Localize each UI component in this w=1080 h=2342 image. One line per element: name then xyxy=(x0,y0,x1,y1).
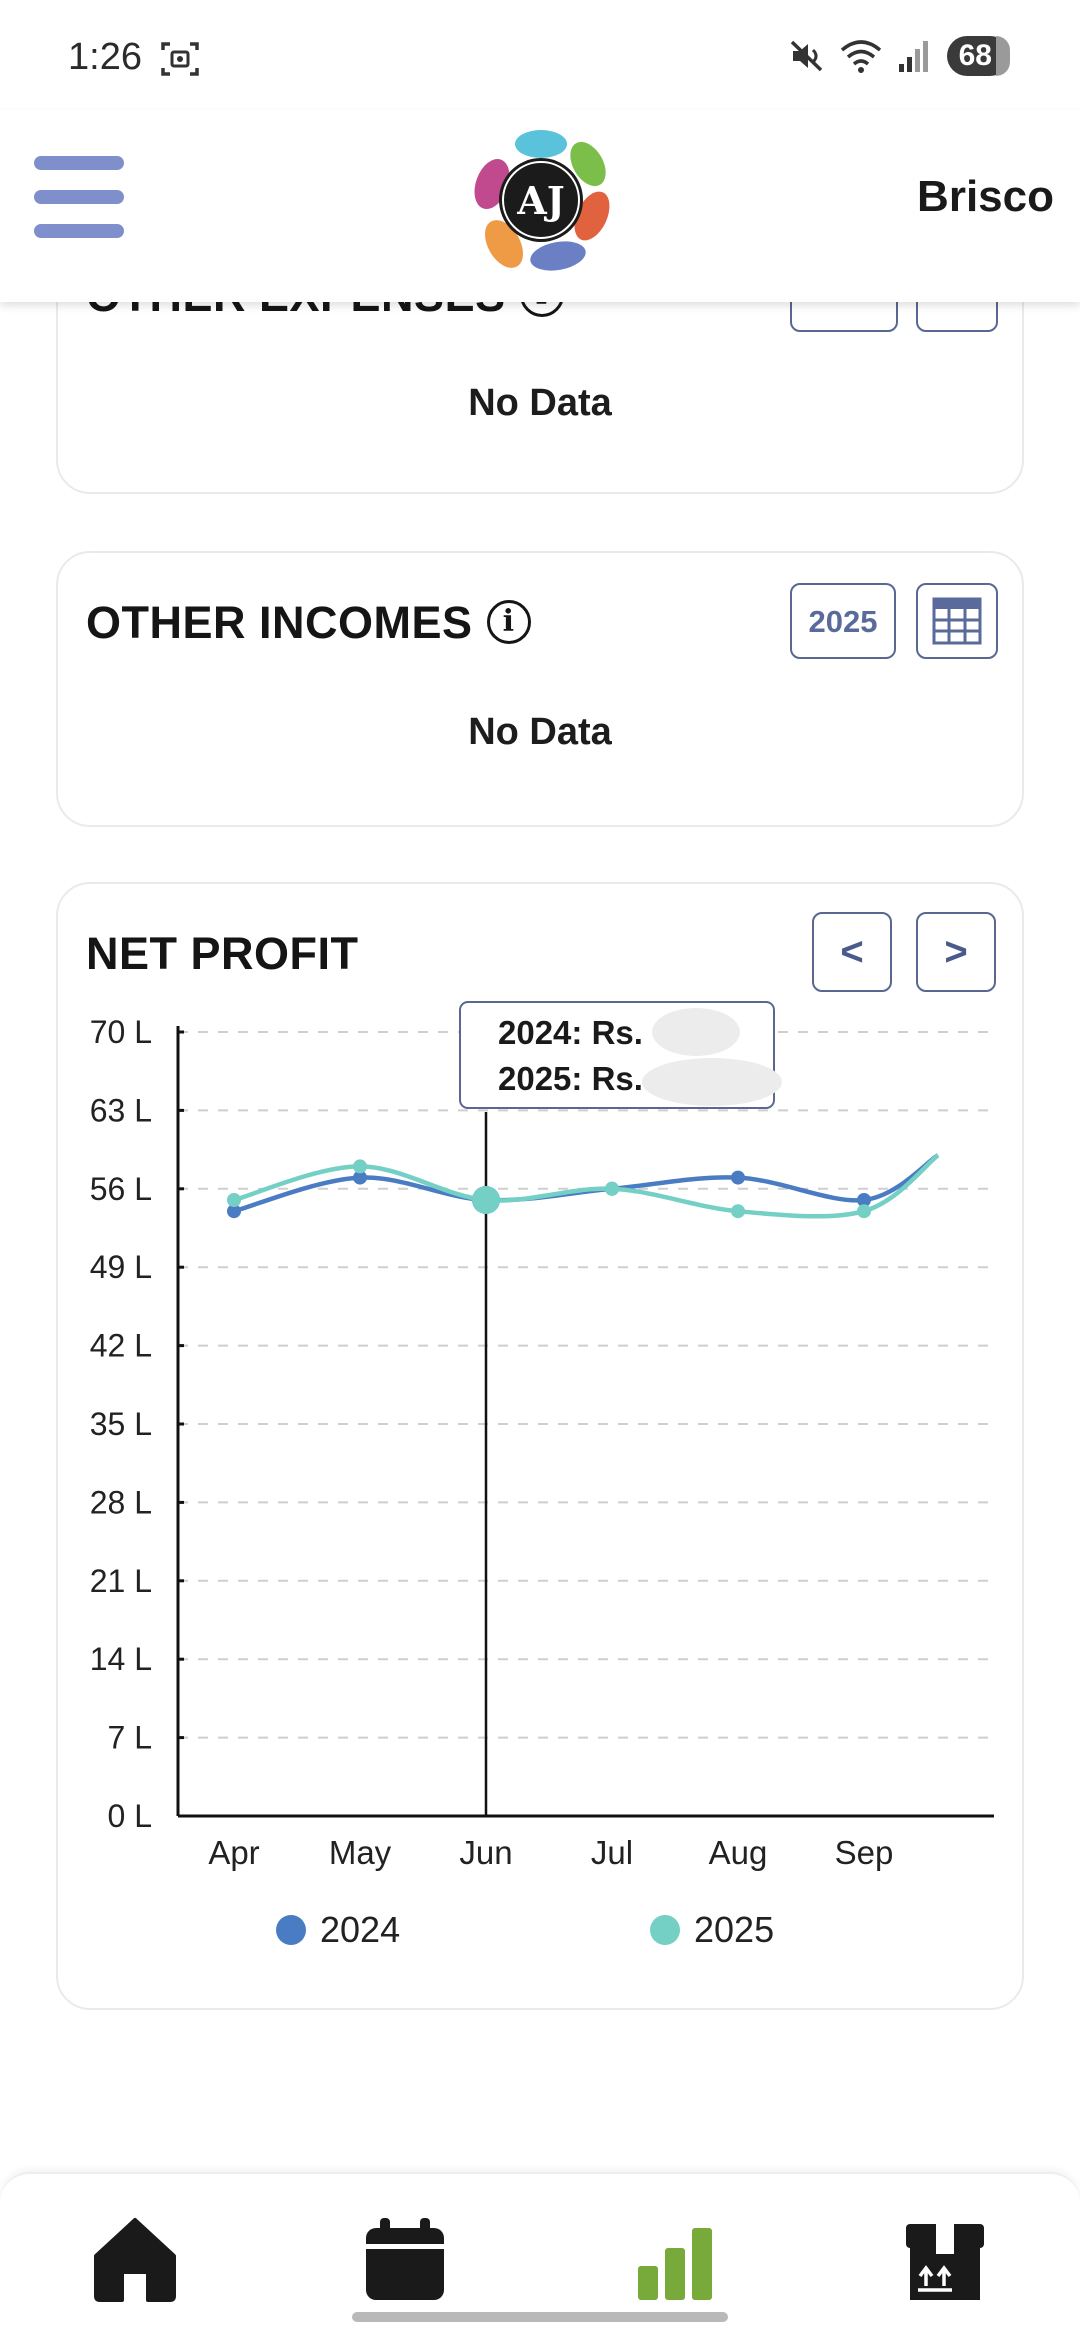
tooltip-line-2024: 2024: Rs. xyxy=(498,1014,643,1051)
logo-text: AJ xyxy=(516,178,564,223)
signal-icon xyxy=(898,41,928,72)
redaction-mark xyxy=(652,1008,740,1056)
y-tick-label: 7 L xyxy=(108,1720,152,1756)
data-point-2025-Sep xyxy=(857,1204,871,1219)
x-tick-label: Apr xyxy=(208,1834,259,1871)
y-tick-label: 14 L xyxy=(90,1641,152,1677)
legend-dot-2025 xyxy=(650,1915,680,1945)
y-tick-label: 49 L xyxy=(90,1249,152,1285)
x-tick-label: Aug xyxy=(709,1834,768,1871)
x-tick-label: Jun xyxy=(459,1834,512,1871)
net-profit-chart[interactable]: 0 L 7 L 14 L 21 L 28 L 35 L 42 L 49 L 56 L 63 L 70… xyxy=(58,884,1022,2008)
data-point-2024-Aug xyxy=(731,1170,745,1185)
y-tick-label: 28 L xyxy=(90,1484,152,1520)
info-icon[interactable]: i xyxy=(486,600,531,645)
legend-dot-2024 xyxy=(276,1915,306,1945)
net-profit-card: NET PROFIT < > 0 L 7 L 14 L 21 L 28 L 35 L 42 … xyxy=(56,882,1024,2010)
analytics-icon[interactable] xyxy=(630,2214,720,2304)
other-incomes-title: OTHER INCOMES i xyxy=(86,597,531,649)
status-time: 1:26 xyxy=(68,36,142,78)
other-expenses-no-data: No Data xyxy=(468,382,612,424)
legend-item-2025[interactable]: 2025 xyxy=(650,1909,774,1951)
y-tick-label: 63 L xyxy=(90,1092,152,1128)
x-tick-label: May xyxy=(329,1834,392,1871)
app-logo: AJ xyxy=(474,130,610,271)
tooltip-line-2025: 2025: Rs. xyxy=(498,1060,643,1097)
data-point-2025-Aug xyxy=(731,1204,745,1219)
data-point-2025-Jun xyxy=(472,1186,500,1214)
y-tick-label: 56 L xyxy=(90,1171,152,1207)
legend-item-2024[interactable]: 2024 xyxy=(276,1909,400,1951)
x-tick-label: Jul xyxy=(591,1834,633,1871)
data-point-2024-Apr xyxy=(227,1204,241,1219)
status-bar: 1:26 68 xyxy=(0,0,1080,110)
next-button[interactable]: > xyxy=(916,912,996,992)
y-tick-label: 0 L xyxy=(108,1798,152,1834)
series-line-2025 xyxy=(233,1153,940,1219)
home-icon[interactable] xyxy=(90,2214,180,2304)
screenshot-icon xyxy=(161,42,199,76)
legend-label-2025: 2025 xyxy=(694,1909,775,1950)
wifi-icon xyxy=(840,40,881,73)
x-tick-label: Sep xyxy=(835,1834,894,1871)
other-incomes-year-button[interactable]: 2025 xyxy=(790,583,896,659)
menu-icon[interactable] xyxy=(34,156,124,242)
other-incomes-no-data: No Data xyxy=(468,711,612,753)
mute-icon xyxy=(790,40,822,72)
prev-button[interactable]: < xyxy=(812,912,892,992)
y-tick-label: 70 L xyxy=(90,1014,152,1050)
data-point-2025-Apr xyxy=(227,1193,241,1207)
other-incomes-table-button[interactable] xyxy=(916,583,998,659)
y-tick-label: 21 L xyxy=(90,1563,152,1599)
other-incomes-card: OTHER INCOMES i 2025 No Data xyxy=(56,551,1024,827)
table-icon xyxy=(932,597,982,645)
inventory-icon[interactable] xyxy=(900,2214,990,2304)
legend-label-2024: 2024 xyxy=(320,1909,401,1950)
data-point-2025-May xyxy=(353,1159,367,1174)
y-tick-label: 35 L xyxy=(90,1406,152,1442)
data-point-2024-May xyxy=(353,1170,367,1185)
series-line-2024 xyxy=(233,1153,940,1214)
data-point-2025-Jul xyxy=(605,1181,619,1196)
data-point-2024-Sep xyxy=(857,1193,871,1207)
redaction-mark xyxy=(642,1058,782,1106)
status-icons: 68 xyxy=(789,36,1011,76)
header-username[interactable]: Brisco xyxy=(917,172,1054,221)
battery-indicator: 68 xyxy=(946,36,1011,76)
y-tick-label: 42 L xyxy=(90,1328,152,1364)
home-indicator xyxy=(352,2312,728,2322)
app-header: AJ Brisco xyxy=(0,110,1080,302)
net-profit-title: NET PROFIT xyxy=(86,928,359,979)
calendar-icon[interactable] xyxy=(360,2214,450,2304)
